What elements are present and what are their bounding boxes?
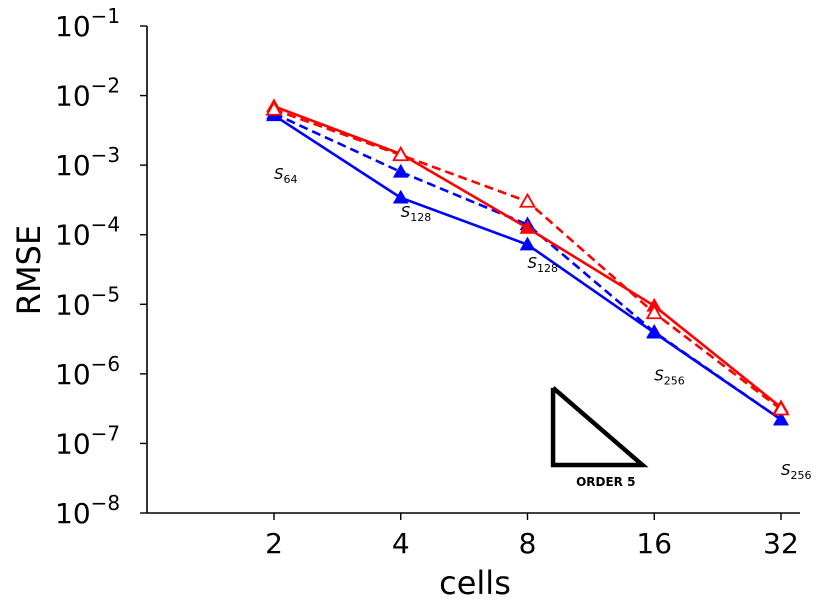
- series-marker: [392, 146, 410, 162]
- series-marker: [265, 100, 283, 116]
- scheme-annotation: S256: [781, 461, 812, 482]
- series-marker: [772, 400, 790, 416]
- series-marker: [519, 236, 536, 251]
- y-axis-title: RMSE: [10, 225, 48, 315]
- series-marker: [645, 304, 663, 320]
- slope-triangle: [550, 386, 649, 468]
- y-tick-label: 10−2: [55, 74, 120, 113]
- x-tick-label: 8: [519, 527, 537, 560]
- order-slope-triangle: ORDER 5: [550, 386, 649, 489]
- y-tick-label: 10−8: [55, 491, 120, 530]
- y-tick-label: 10−5: [55, 282, 120, 321]
- x-axis-title: cells: [439, 564, 511, 602]
- scheme-annotation: S128: [401, 203, 432, 224]
- order-label: ORDER 5: [576, 475, 635, 489]
- x-tick-label: 32: [763, 527, 799, 560]
- series-marker: [519, 219, 536, 234]
- x-tick-label: 4: [392, 527, 410, 560]
- x-tick-label: 16: [636, 527, 672, 560]
- series-marker: [392, 163, 409, 178]
- y-tick-label: 10−7: [55, 421, 120, 460]
- axes: 10−8 10−7 10−6 10−5 10−4 10−3 10−2 10−1 2 4 8 16 32: [55, 4, 800, 560]
- annotations-layer: S64 S128 S128 S256 S256: [274, 165, 812, 482]
- y-tick-label: 10−6: [55, 352, 120, 391]
- series-marker: [646, 323, 663, 338]
- scheme-annotation: S64: [274, 165, 298, 186]
- y-tick-label: 10−4: [55, 213, 120, 252]
- series-marker: [773, 411, 789, 426]
- y-tick-label: 10−3: [55, 143, 120, 182]
- series-layer: [265, 98, 790, 426]
- y-tick-label: 10−1: [55, 4, 120, 43]
- series-red-dashed: [265, 100, 790, 416]
- series-line: [273, 112, 782, 421]
- series-marker: [392, 189, 409, 204]
- x-tick-label: 2: [265, 527, 283, 560]
- scheme-annotation: S128: [528, 254, 559, 275]
- series-marker: [518, 192, 537, 208]
- scheme-annotation: S256: [654, 367, 685, 388]
